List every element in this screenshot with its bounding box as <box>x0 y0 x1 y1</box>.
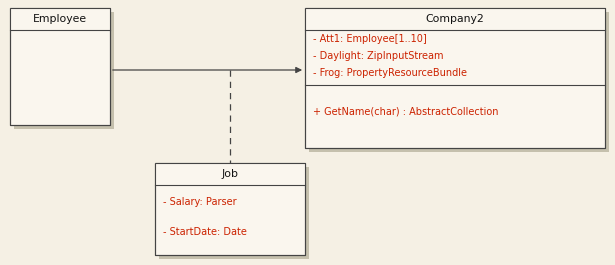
Bar <box>14 12 114 129</box>
Text: - Salary: Parser: - Salary: Parser <box>163 197 237 207</box>
Bar <box>159 167 309 259</box>
Bar <box>10 8 110 30</box>
Text: Job: Job <box>221 169 239 179</box>
Bar <box>155 163 305 255</box>
Text: Company2: Company2 <box>426 14 485 24</box>
Text: - Daylight: ZipInputStream: - Daylight: ZipInputStream <box>313 51 443 61</box>
Bar <box>155 163 305 185</box>
Bar <box>10 8 110 125</box>
Bar <box>305 8 605 148</box>
Text: Employee: Employee <box>33 14 87 24</box>
Bar <box>305 8 605 148</box>
Bar <box>10 8 110 125</box>
Bar <box>309 12 609 152</box>
Text: - Att1: Employee[1..10]: - Att1: Employee[1..10] <box>313 34 427 44</box>
Bar <box>155 163 305 255</box>
Text: + GetName(char) : AbstractCollection: + GetName(char) : AbstractCollection <box>313 107 499 117</box>
Bar <box>305 8 605 30</box>
Text: - Frog: PropertyResourceBundle: - Frog: PropertyResourceBundle <box>313 68 467 77</box>
Text: - StartDate: Date: - StartDate: Date <box>163 227 247 237</box>
